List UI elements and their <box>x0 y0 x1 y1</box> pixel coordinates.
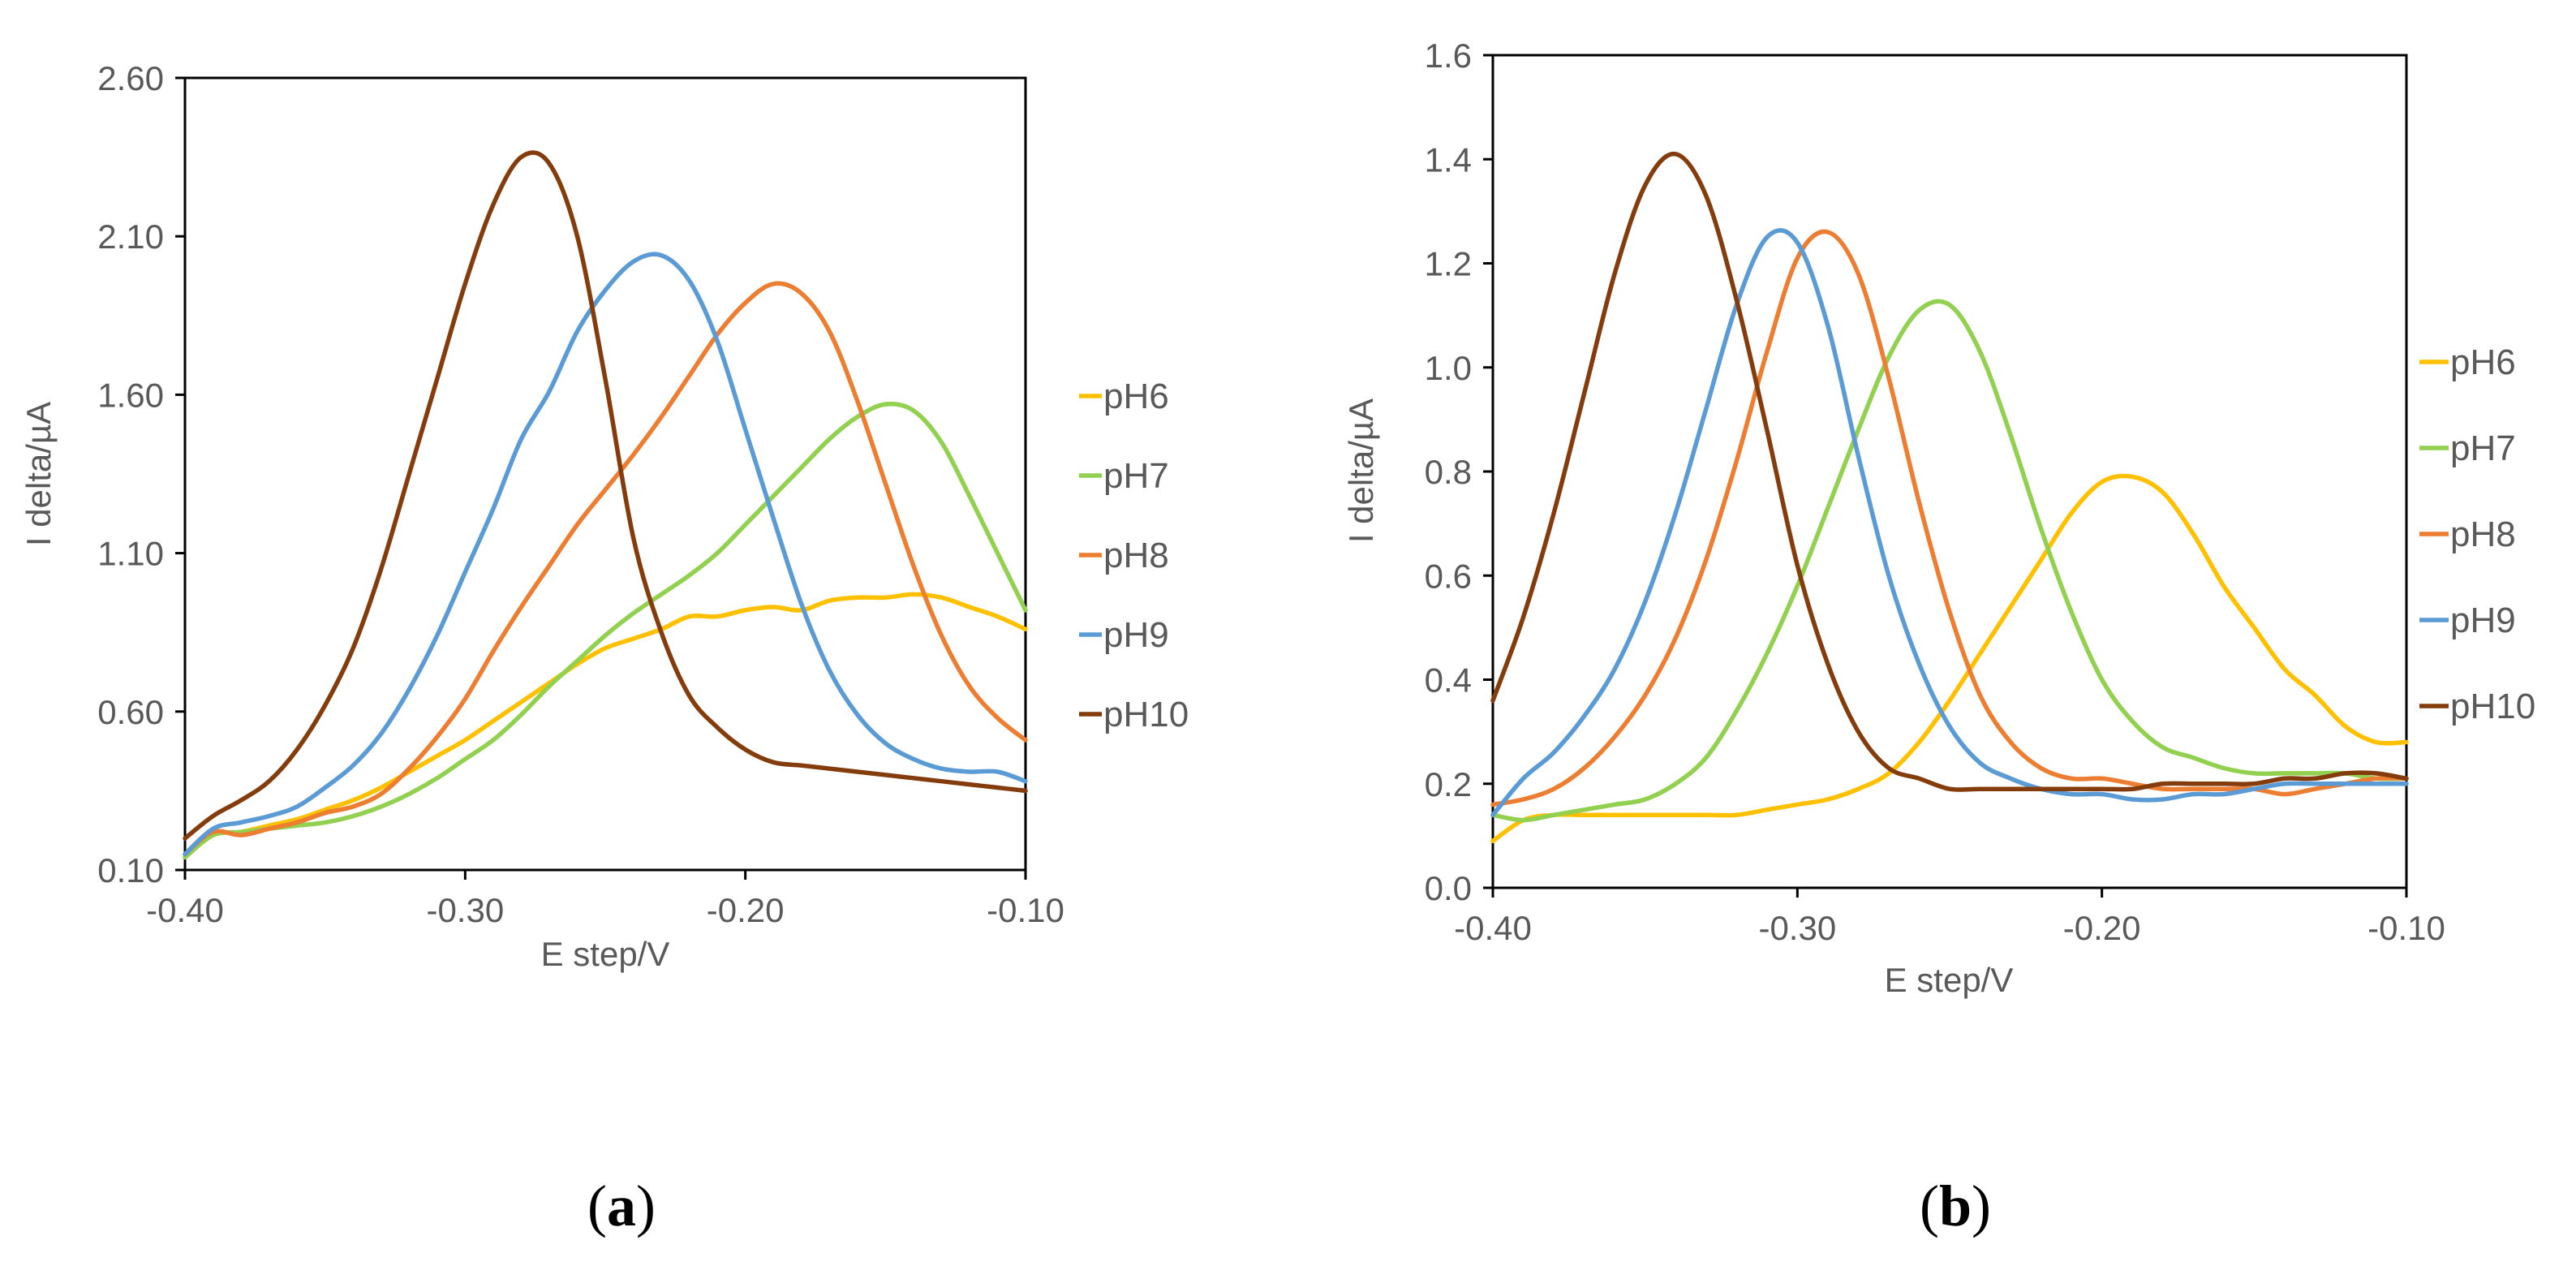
chart-a-legend-label-ph7: pH7 <box>1103 456 1169 496</box>
chart-b-series-line-ph7 <box>1490 299 2409 823</box>
chart-panel-b: 0.0 0.2 0.4 0.6 0.8 1.0 1.2 1.4 1.6 -0.40 -0.30 -0.… <box>1342 37 2535 1238</box>
chart-a-x-axis-title: E step/V <box>541 935 670 973</box>
chart-a-legend-label-ph10: pH10 <box>1103 695 1189 734</box>
chart-a-series-line-ph9 <box>183 252 1028 857</box>
chart-b-y-tick-label: 1.2 <box>1425 245 1472 283</box>
chart-b-legend-label-ph8: pH8 <box>2450 515 2516 554</box>
chart-a-x-tick-label: -0.20 <box>707 891 785 929</box>
chart-b-legend-label-ph7: pH7 <box>2450 428 2516 468</box>
chart-a-series-line-ph10 <box>183 150 1028 841</box>
chart-b-panel-label: (b) <box>1920 1173 1991 1238</box>
chart-a-y-tick-label: 0.60 <box>97 693 164 731</box>
chart-a-series-line-ph6 <box>183 592 1028 860</box>
chart-b-y-tick-label: 0.4 <box>1425 661 1472 700</box>
chart-a-series-line-ph7 <box>183 401 1028 860</box>
chart-b-x-tick-label: -0.30 <box>1758 909 1836 947</box>
chart-b-x-tick-label: -0.20 <box>2063 909 2141 947</box>
chart-b-x-tick-label: -0.10 <box>2367 909 2445 947</box>
chart-b-y-tick-label: 1.4 <box>1425 140 1472 179</box>
chart-a-x-tick-label: -0.30 <box>426 891 504 929</box>
chart-a-y-axis-title: I delta/µA <box>19 402 58 546</box>
chart-b-legend-label-ph6: pH6 <box>2450 342 2516 382</box>
chart-a-panel-label: (a) <box>587 1173 656 1238</box>
chart-a-y-tick-label: 2.10 <box>97 217 164 256</box>
chart-b-y-tick-label: 0.6 <box>1425 557 1472 595</box>
chart-b-legend-label-ph9: pH9 <box>2450 601 2516 640</box>
chart-a-legend-label-ph6: pH6 <box>1103 377 1169 416</box>
chart-b-y-tick-label: 0.0 <box>1425 869 1472 907</box>
chart-b-legend-label-ph10: pH10 <box>2450 687 2535 726</box>
chart-b-y-axis-title: I delta/µA <box>1342 398 1380 543</box>
chart-panel-a: 0.10 0.60 1.10 1.60 2.10 2.60 -0.40 -0.30 -0.20 -… <box>19 59 1189 1238</box>
chart-a-plot-frame <box>183 76 1027 872</box>
chart-a-series-line-ph8 <box>183 281 1028 857</box>
chart-b-panel-letter: b <box>1939 1173 1972 1238</box>
chart-b-y-tick-label: 1.6 <box>1425 37 1472 75</box>
chart-a-x-tick-label: -0.10 <box>987 891 1064 929</box>
chart-b-series-line-ph10 <box>1490 152 2409 792</box>
chart-b-y-tick-label: 0.2 <box>1425 765 1472 803</box>
chart-b-series-line-ph6 <box>1490 473 2409 844</box>
chart-b-series-line-ph8 <box>1490 229 2409 807</box>
chart-a-y-tick-label: 0.10 <box>97 851 164 889</box>
chart-b-y-tick-label: 0.8 <box>1425 453 1472 491</box>
chart-a-y-tick-label: 1.60 <box>97 376 164 414</box>
chart-a-legend-label-ph9: pH9 <box>1103 615 1169 655</box>
chart-a-y-tick-label: 2.60 <box>97 59 164 97</box>
chart-b-series-line-ph9 <box>1490 228 2409 817</box>
chart-a-y-tick-label: 1.10 <box>97 535 164 573</box>
chart-a-panel-letter: a <box>607 1173 636 1238</box>
chart-b-x-axis-title: E step/V <box>1885 961 2014 999</box>
chart-b-x-tick-label: -0.40 <box>1454 909 1532 947</box>
chart-a-legend-label-ph8: pH8 <box>1103 536 1169 575</box>
chart-b-y-tick-label: 1.0 <box>1425 349 1472 387</box>
chart-a-x-tick-label: -0.40 <box>146 891 224 929</box>
